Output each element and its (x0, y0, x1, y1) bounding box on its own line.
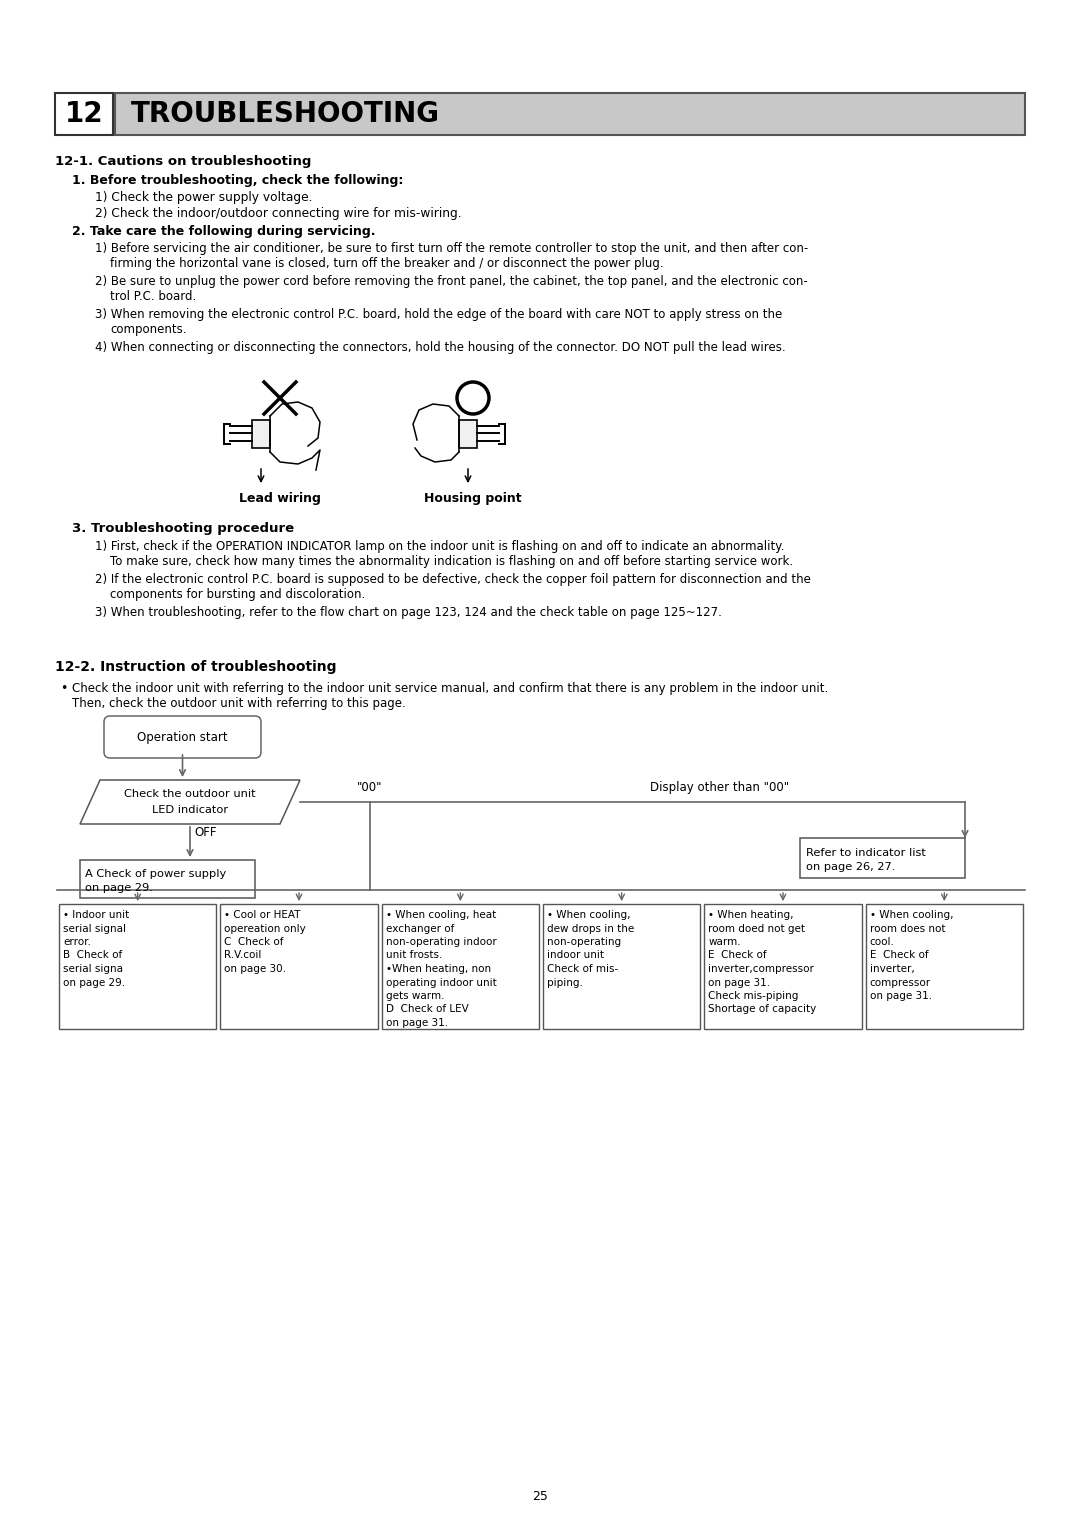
Text: C  Check of: C Check of (225, 937, 284, 948)
Text: serial signa: serial signa (63, 965, 123, 974)
Text: B  Check of: B Check of (63, 951, 122, 960)
Text: 12: 12 (65, 100, 104, 129)
Text: • When cooling,: • When cooling, (546, 909, 631, 920)
Text: Check the outdoor unit: Check the outdoor unit (124, 788, 256, 799)
Text: components for bursting and discoloration.: components for bursting and discoloratio… (110, 588, 365, 602)
Text: unit frosts.: unit frosts. (386, 951, 442, 960)
Text: 3) When troubleshooting, refer to the flow chart on page 123, 124 and the check : 3) When troubleshooting, refer to the fl… (95, 606, 721, 619)
Text: "00": "00" (357, 781, 382, 795)
Text: • When cooling, heat: • When cooling, heat (386, 909, 496, 920)
Text: 1) Check the power supply voltage.: 1) Check the power supply voltage. (95, 191, 312, 204)
Text: Housing point: Housing point (424, 491, 522, 505)
Text: R.V.coil: R.V.coil (225, 951, 261, 960)
Text: 1) First, check if the OPERATION INDICATOR lamp on the indoor unit is flashing o: 1) First, check if the OPERATION INDICAT… (95, 540, 784, 553)
Text: warm.: warm. (708, 937, 741, 948)
Text: 1. Before troubleshooting, check the following:: 1. Before troubleshooting, check the fol… (72, 175, 403, 187)
Bar (543, 903, 700, 1029)
Text: 12-2. Instruction of troubleshooting: 12-2. Instruction of troubleshooting (55, 660, 337, 674)
Text: LED indicator: LED indicator (152, 805, 228, 814)
Text: non-operating: non-operating (546, 937, 621, 948)
Text: 2. Take care the following during servicing.: 2. Take care the following during servic… (72, 225, 376, 237)
Text: Check the indoor unit with referring to the indoor unit service manual, and conf: Check the indoor unit with referring to … (72, 681, 828, 695)
Text: room does not: room does not (869, 923, 945, 934)
Bar (220, 903, 378, 1029)
Text: 2) Be sure to unplug the power cord before removing the front panel, the cabinet: 2) Be sure to unplug the power cord befo… (95, 276, 808, 288)
Text: serial signal: serial signal (63, 923, 126, 934)
Text: •When heating, non: •When heating, non (386, 965, 490, 974)
Text: 4) When connecting or disconnecting the connectors, hold the housing of the conn: 4) When connecting or disconnecting the … (95, 341, 785, 354)
Text: operating indoor unit: operating indoor unit (386, 977, 497, 987)
Bar (59, 903, 216, 1029)
Text: •: • (60, 681, 67, 695)
Text: 3. Troubleshooting procedure: 3. Troubleshooting procedure (72, 522, 294, 534)
Text: piping.: piping. (546, 977, 583, 987)
Text: gets warm.: gets warm. (386, 991, 444, 1001)
Text: components.: components. (110, 323, 187, 335)
Text: 12-1. Cautions on troubleshooting: 12-1. Cautions on troubleshooting (55, 155, 311, 168)
Text: E  Check of: E Check of (869, 951, 929, 960)
Text: firming the horizontal vane is closed, turn off the breaker and / or disconnect : firming the horizontal vane is closed, t… (110, 257, 663, 269)
Text: Operation start: Operation start (137, 730, 228, 744)
FancyBboxPatch shape (104, 717, 261, 758)
Text: on page 26, 27.: on page 26, 27. (806, 862, 895, 873)
Bar (459, 419, 477, 449)
Text: inverter,compressor: inverter,compressor (708, 965, 814, 974)
Text: Refer to indicator list: Refer to indicator list (806, 848, 926, 857)
Text: non-operating indoor: non-operating indoor (386, 937, 497, 948)
Text: error.: error. (63, 937, 91, 948)
Text: • Cool or HEAT: • Cool or HEAT (225, 909, 301, 920)
Text: • When heating,: • When heating, (708, 909, 794, 920)
Text: on page 29.: on page 29. (85, 883, 153, 893)
Text: trol P.C. board.: trol P.C. board. (110, 289, 197, 303)
Text: Display other than "00": Display other than "00" (650, 781, 789, 795)
Bar (80, 860, 255, 899)
Text: cool.: cool. (869, 937, 894, 948)
Bar (800, 837, 966, 877)
Text: 3) When removing the electronic control P.C. board, hold the edge of the board w: 3) When removing the electronic control … (95, 308, 782, 322)
Text: A Check of power supply: A Check of power supply (85, 870, 226, 879)
Polygon shape (80, 779, 300, 824)
Text: on page 29.: on page 29. (63, 977, 125, 987)
Text: E  Check of: E Check of (708, 951, 767, 960)
Text: compressor: compressor (869, 977, 931, 987)
Text: To make sure, check how many times the abnormality indication is flashing on and: To make sure, check how many times the a… (110, 556, 793, 568)
Bar (114, 93, 1025, 135)
Text: dew drops in the: dew drops in the (546, 923, 634, 934)
Text: on page 31.: on page 31. (386, 1018, 448, 1027)
Text: Then, check the outdoor unit with referring to this page.: Then, check the outdoor unit with referr… (72, 697, 406, 710)
Text: on page 31.: on page 31. (869, 991, 932, 1001)
Text: on page 30.: on page 30. (225, 965, 286, 974)
Text: room doed not get: room doed not get (708, 923, 806, 934)
Text: • When cooling,: • When cooling, (869, 909, 954, 920)
Bar (252, 419, 270, 449)
Text: Check mis-piping: Check mis-piping (708, 991, 799, 1001)
Text: exchanger of: exchanger of (386, 923, 454, 934)
Text: • Indoor unit: • Indoor unit (63, 909, 130, 920)
Text: Shortage of capacity: Shortage of capacity (708, 1004, 816, 1015)
Text: on page 31.: on page 31. (708, 977, 770, 987)
Text: 1) Before servicing the air conditioner, be sure to first turn off the remote co: 1) Before servicing the air conditioner,… (95, 242, 808, 256)
Text: 2) Check the indoor/outdoor connecting wire for mis-wiring.: 2) Check the indoor/outdoor connecting w… (95, 207, 461, 220)
Bar (704, 903, 862, 1029)
Text: 2) If the electronic control P.C. board is supposed to be defective, check the c: 2) If the electronic control P.C. board … (95, 573, 811, 586)
Text: TROUBLESHOOTING: TROUBLESHOOTING (131, 100, 440, 129)
Text: 25: 25 (532, 1490, 548, 1503)
Text: Lead wiring: Lead wiring (239, 491, 321, 505)
Text: D  Check of LEV: D Check of LEV (386, 1004, 469, 1015)
Bar (381, 903, 539, 1029)
Text: indoor unit: indoor unit (546, 951, 604, 960)
Bar (866, 903, 1023, 1029)
Text: Check of mis-: Check of mis- (546, 965, 618, 974)
Bar (55, 93, 113, 135)
Text: opereation only: opereation only (225, 923, 306, 934)
Text: inverter,: inverter, (869, 965, 915, 974)
Text: OFF: OFF (194, 827, 216, 839)
